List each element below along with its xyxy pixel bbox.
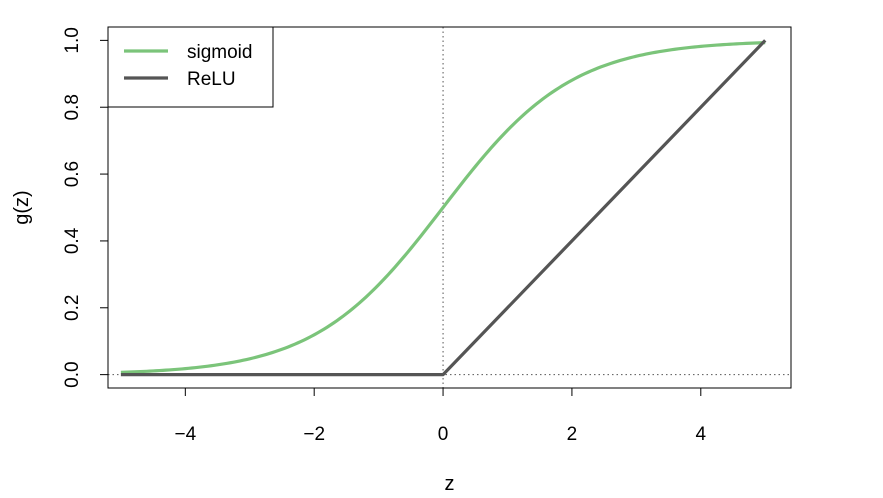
series-layer [120,39,767,377]
y-tick-label: 1.0 [62,27,83,53]
y-tick-label: 0.4 [62,227,83,254]
y-tick-label: 0.6 [62,161,83,187]
legend-box [107,26,274,108]
y-tick-label: 0.0 [62,361,83,387]
x-tick-label: −4 [174,424,196,445]
legend-label-relu: ReLU [187,69,236,90]
series-line-sigmoid [120,41,766,374]
x-tick-label: 0 [438,424,449,445]
y-tick-label: 0.8 [62,94,83,120]
legend: sigmoid ReLU [107,26,274,108]
x-tick-label: 2 [567,424,578,445]
x-tick-label: 4 [696,424,707,445]
series-line-relu [120,39,767,377]
y-tick-label: 0.2 [62,295,83,321]
x-axis: −4 −2 0 2 4 [174,387,707,445]
y-axis: 0.0 0.2 0.4 0.6 0.8 1.0 [62,27,109,388]
y-axis-title: g(z) [11,190,33,224]
x-axis-title: z [445,473,455,495]
legend-label-sigmoid: sigmoid [187,42,252,63]
x-tick-label: −2 [303,424,325,445]
